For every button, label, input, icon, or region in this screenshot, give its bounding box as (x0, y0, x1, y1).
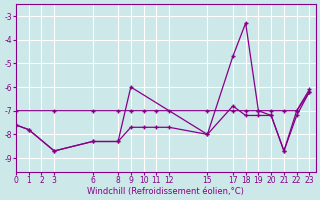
X-axis label: Windchill (Refroidissement éolien,°C): Windchill (Refroidissement éolien,°C) (87, 187, 244, 196)
